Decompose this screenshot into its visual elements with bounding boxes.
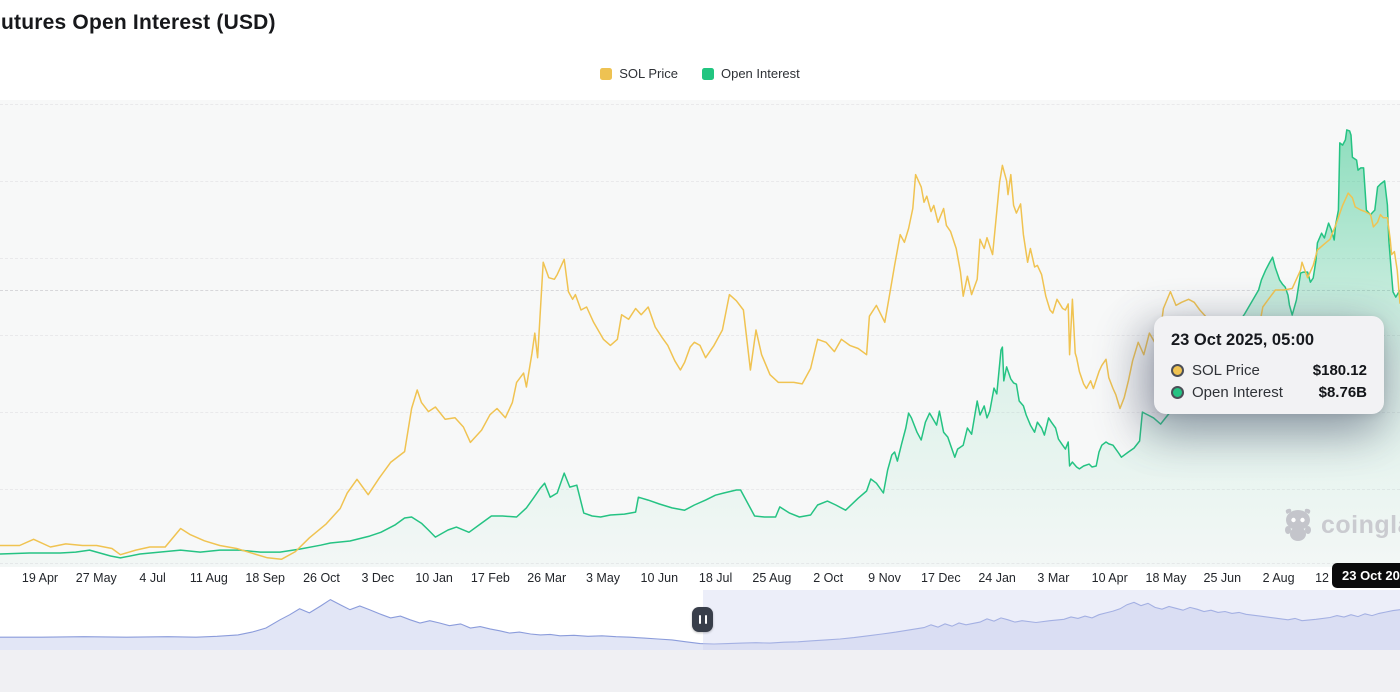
tooltip-row-open-interest: Open Interest $8.76B <box>1171 384 1367 401</box>
x-axis-label: 2 Oct <box>813 571 844 585</box>
x-axis-label: 18 Sep <box>245 571 285 585</box>
x-axis-label: 25 Jun <box>1203 571 1242 585</box>
x-axis-label: 10 Jun <box>640 571 679 585</box>
tooltip-date: 23 Oct 2025, 05:00 <box>1171 331 1315 349</box>
range-navigator[interactable] <box>0 590 1400 650</box>
open-interest-line <box>0 129 1400 559</box>
chart-tooltip: 23 Oct 2025, 05:00 SOL Price $180.12 Ope… <box>1154 316 1384 414</box>
x-axis-label: 2 Aug <box>1262 571 1295 585</box>
x-axis-label: 27 May <box>75 571 117 585</box>
page-title: utures Open Interest (USD) <box>1 11 276 34</box>
navigator-line <box>0 598 1400 645</box>
x-axis-label: 17 Feb <box>470 571 510 585</box>
x-axis-label: 3 Dec <box>361 571 395 585</box>
sol-price-dot-icon <box>1171 364 1184 377</box>
open-interest-swatch-icon <box>701 67 714 80</box>
tooltip-value: $180.12 <box>1312 362 1367 379</box>
x-axis-label: 10 Jan <box>415 571 453 585</box>
x-axis-label: 10 Apr <box>1091 571 1128 585</box>
pause-bar-icon <box>704 615 707 624</box>
gridline <box>0 104 1400 105</box>
gridline <box>0 489 1400 490</box>
navigator-area <box>0 599 1400 650</box>
open-interest-dot-icon <box>1171 386 1184 399</box>
x-axis-label: 4 Jul <box>139 571 166 585</box>
open-interest-area <box>0 129 1400 567</box>
x-axis-label: 26 Oct <box>303 571 340 585</box>
x-axis-label: 3 Mar <box>1037 571 1070 585</box>
x-axis-label: 24 Jan <box>978 571 1016 585</box>
navigator-drag-handle[interactable] <box>692 607 713 632</box>
gridline <box>0 335 1400 336</box>
legend-label: SOL Price <box>619 66 678 81</box>
x-axis-label: 3 May <box>585 571 621 585</box>
tooltip-label: Open Interest <box>1192 384 1283 401</box>
coinglass-watermark: coinglass <box>1283 508 1400 542</box>
gridline <box>0 181 1400 182</box>
legend-item-open-interest[interactable]: Open Interest <box>701 66 800 81</box>
x-axis-label: 19 Apr <box>21 571 59 585</box>
x-axis-label: 18 Jul <box>698 571 733 585</box>
x-axis-label: 17 Dec <box>920 571 961 585</box>
x-axis-label: 11 Aug <box>189 571 228 585</box>
gridline <box>0 258 1400 259</box>
tooltip-value: $8.76B <box>1318 384 1367 401</box>
x-axis-label: 26 Mar <box>527 571 567 585</box>
latest-oi-level-line <box>0 290 1400 291</box>
sol-price-swatch-icon <box>600 67 613 80</box>
x-axis: 19 Apr 27 May 4 Jul 11 Aug 18 Sep 26 Oct 3 Dec… <box>0 567 1400 590</box>
gridline <box>0 412 1400 413</box>
bottom-margin-strip <box>0 650 1400 692</box>
navigator-canvas[interactable] <box>0 590 1400 650</box>
x-axis-label: 18 May <box>1145 571 1187 585</box>
x-axis-label: 9 Nov <box>868 571 901 585</box>
tooltip-row-sol-price: SOL Price $180.12 <box>1171 362 1367 379</box>
legend-item-sol-price[interactable]: SOL Price <box>600 66 678 81</box>
navigator-selected-region[interactable] <box>703 590 1400 650</box>
coinglass-watermark-text: coinglass <box>1321 510 1400 539</box>
coinglass-mascot-icon <box>1285 508 1311 541</box>
pause-bar-icon <box>698 615 701 624</box>
legend-label: Open Interest <box>720 66 800 81</box>
selected-date-badge: 23 Oct 2025 <box>1332 563 1400 588</box>
x-axis-label: 25 Aug <box>752 571 792 585</box>
tooltip-label: SOL Price <box>1192 362 1260 379</box>
chart-legend: SOL Price Open Interest <box>0 66 1400 81</box>
